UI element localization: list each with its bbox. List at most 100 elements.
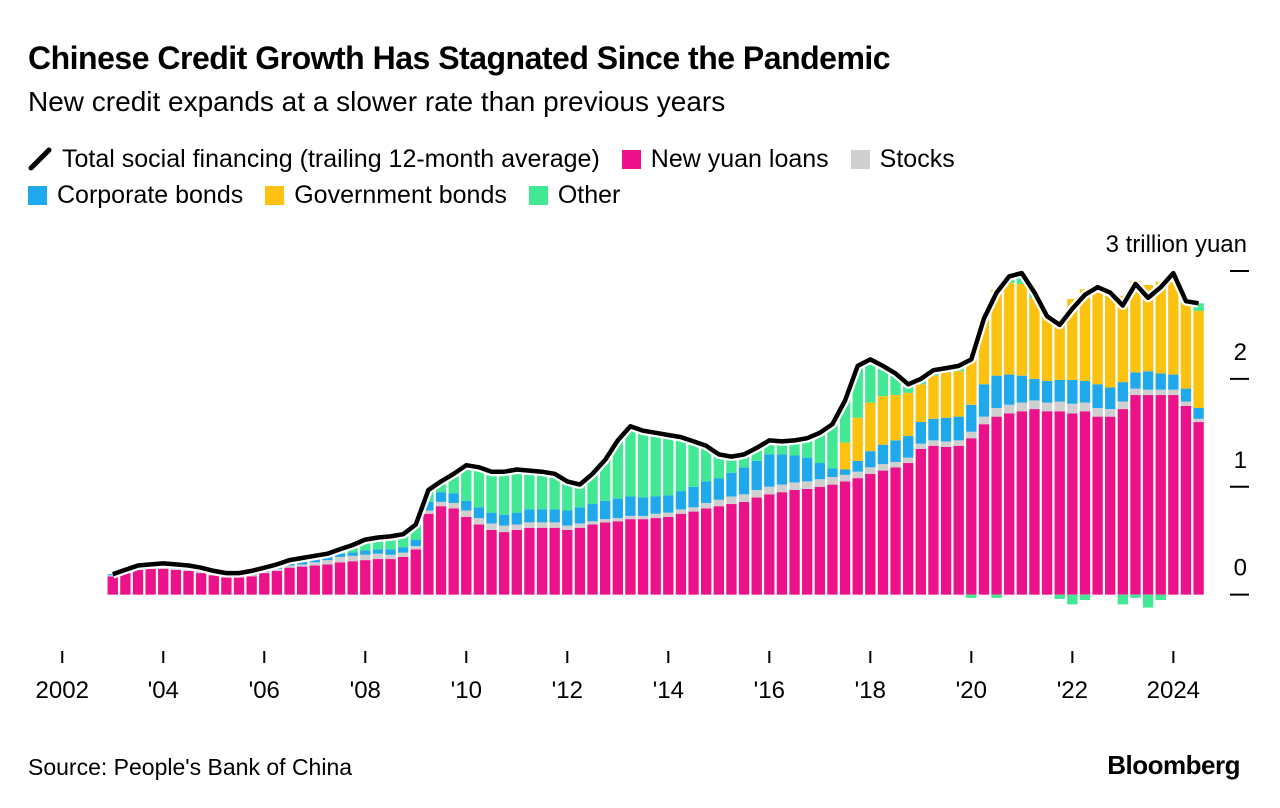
- bar-segment: [1142, 285, 1154, 372]
- bar-segment: [599, 522, 611, 595]
- bar-segment: [1180, 401, 1192, 406]
- x-tick-label: '10: [451, 677, 482, 704]
- bar-segment: [1054, 411, 1065, 595]
- bar-segment: [991, 408, 1002, 417]
- bar-segment: [928, 375, 939, 419]
- bar-segment: [246, 576, 257, 595]
- bar-segment: [486, 529, 497, 595]
- bar-segment: [940, 441, 952, 447]
- bar-segment: [360, 554, 371, 561]
- bar-segment: [865, 359, 876, 403]
- bar-segment: [397, 547, 409, 553]
- bar-segment: [688, 511, 699, 595]
- bar-segment: [397, 552, 409, 557]
- bar-segment: [587, 473, 598, 505]
- bar-segment: [574, 507, 586, 524]
- bar-segment: [1041, 402, 1053, 412]
- bar-segment: [953, 440, 964, 446]
- bar-segment: [877, 365, 889, 397]
- bar-segment: [360, 550, 371, 555]
- bar-segment: [713, 454, 724, 479]
- bar-segment: [789, 490, 800, 595]
- bar-segment: [1180, 405, 1192, 595]
- bar-segment: [903, 436, 914, 458]
- legend-label: Other: [557, 180, 621, 209]
- bar-segment: [1079, 381, 1091, 403]
- chart: 0 1 2 3 trillion yuan 2002 '04 '06 '08 '10 '12 '14…: [36, 231, 1249, 704]
- bar-segment: [637, 497, 649, 516]
- bar-segment: [574, 523, 586, 528]
- bar-segment: [1130, 372, 1141, 389]
- bar-segment: [322, 556, 333, 561]
- bar-segment: [410, 546, 421, 550]
- bar-segment: [776, 484, 788, 493]
- bar-segment: [852, 471, 863, 479]
- bar-segment: [612, 440, 623, 499]
- bar-segment: [334, 562, 346, 595]
- legend-item: Other: [528, 180, 621, 210]
- bar-segment: [688, 486, 699, 508]
- bar-segment: [1054, 594, 1065, 599]
- bar-segment: [675, 437, 687, 492]
- bar-segment: [309, 559, 320, 563]
- bar-segment: [587, 521, 598, 525]
- bar-segment: [385, 554, 396, 560]
- bar-segment: [1092, 292, 1103, 385]
- bar-segment: [120, 573, 131, 595]
- bar-segment: [435, 506, 447, 595]
- bar-segment: [789, 482, 800, 490]
- bar-segment: [764, 440, 775, 455]
- bar-segment: [751, 490, 762, 498]
- bar-segment: [625, 515, 636, 520]
- bar-segment: [107, 574, 118, 576]
- bar-segment: [347, 555, 358, 562]
- bar-segment: [1155, 281, 1166, 374]
- bar-segment: [675, 491, 687, 510]
- bar-segment: [170, 568, 182, 570]
- bar-segment: [738, 467, 750, 495]
- legend-swatch: [265, 185, 285, 205]
- bar-segment: [852, 417, 863, 461]
- bar-segment: [663, 434, 674, 496]
- bar-segment: [865, 451, 876, 468]
- bar-segment: [486, 471, 497, 513]
- bar-segment: [625, 426, 636, 497]
- bar-segment: [890, 461, 901, 468]
- bar-segment: [991, 594, 1002, 598]
- bar-segment: [1092, 408, 1103, 417]
- bar-segment: [738, 501, 750, 595]
- bar-segment: [1142, 395, 1154, 595]
- bar-segment: [650, 496, 661, 514]
- legend-line-icon: [28, 147, 52, 171]
- bar-segment: [814, 463, 825, 480]
- bar-segment: [1016, 375, 1028, 403]
- bar-segment: [498, 471, 510, 515]
- source-note: Source: People's Bank of China: [28, 754, 353, 780]
- bar-segment: [726, 472, 737, 497]
- y-tick-label: 2: [1234, 339, 1247, 366]
- bar-segment: [498, 532, 510, 595]
- bar-segment: [1117, 382, 1129, 402]
- bar-segment: [473, 524, 485, 595]
- bar-segment: [675, 513, 687, 595]
- bar-segment: [1168, 389, 1179, 396]
- bar-segment: [1079, 289, 1091, 382]
- bar-segment: [915, 422, 927, 444]
- legend-item: Corporate bonds: [28, 180, 243, 210]
- bar-segment: [246, 575, 257, 577]
- bar-segment: [536, 509, 548, 523]
- bar-segment: [461, 516, 472, 595]
- legend-item: New yuan loans: [621, 144, 829, 174]
- bar-segment: [107, 576, 118, 595]
- legend-swatch: [850, 149, 870, 169]
- x-tick-label: '20: [956, 677, 987, 704]
- bar-segment: [877, 444, 889, 465]
- bar-segment: [1130, 594, 1141, 598]
- bar-segment: [1193, 303, 1204, 311]
- bar-segment: [385, 536, 396, 550]
- line: [112, 270, 1199, 577]
- bar-segment: [776, 492, 788, 595]
- bar-segment: [372, 537, 384, 550]
- bar-segment: [1155, 389, 1166, 396]
